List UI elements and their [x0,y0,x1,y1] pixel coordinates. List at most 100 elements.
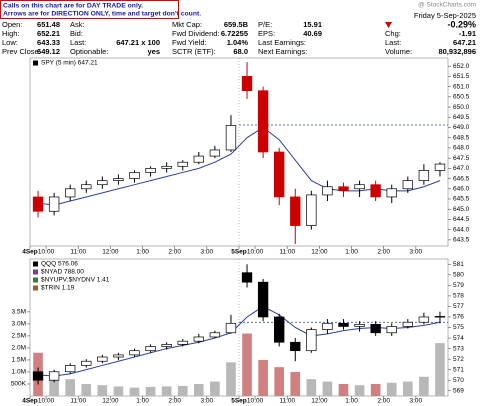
candle-body [274,316,285,343]
volume-bar [338,383,349,396]
legend-swatch [33,261,38,267]
candle-body [177,340,188,345]
candle-body [386,326,397,334]
candle-body [81,184,92,190]
candle-body [81,360,92,366]
x-tick-label: 10:00 [38,249,55,256]
candle-body [32,371,44,381]
x-tick-label: 2:00 [377,398,390,405]
y-tick-label: 645.5 [453,196,470,203]
candle-body [402,180,413,190]
quote-label: Ask: [70,20,85,29]
quote-label: Chg: [385,29,401,38]
candle-body [354,323,365,327]
candle-body [65,188,76,198]
quote-label: P/E: [258,20,272,29]
candle-body [241,272,253,283]
volume-bar [435,343,445,396]
candle-body [177,161,188,167]
y-tick-label: 649.0 [453,124,470,131]
candle-body [193,336,204,342]
x-tick-label: 2:00 [168,249,181,256]
candle-body [386,188,397,198]
y-tick-label: 649.5 [453,114,470,121]
candle-body [97,180,108,186]
legend-label: SPY (5 min) 647.21 [41,60,98,67]
quote-value: 649.12 [37,47,60,56]
y-tick-label: 571 [453,366,464,373]
quote-label: EPS: [258,29,275,38]
volume-bar [370,383,381,396]
quote-value: 659.5B [224,20,249,29]
quote-value: 80,932,896 [438,47,476,56]
volume-bar [81,383,92,396]
candle-body [48,371,60,381]
candle-body [418,170,430,181]
volume-bar [161,386,172,396]
x-tick-label: 12:00 [102,249,119,256]
legend-swatch [33,269,38,275]
candle-body [161,344,172,347]
quote-value: 6.72255 [221,29,248,38]
quote-label: Low: [2,38,18,47]
volume-bar [65,379,76,396]
volume-bar [386,382,397,396]
y-tick-label: 578 [453,293,464,300]
y-tick-label: 575 [453,324,464,331]
candle-body [402,321,413,327]
y-tick-label: 572 [453,356,464,363]
quote-value: -0.29% [447,19,476,29]
candle-body [32,196,44,212]
y-tick-label: 644.0 [453,226,470,233]
quote-value: -1.91 [459,29,476,38]
candle-body [257,281,269,318]
candle-body [257,90,269,153]
x-tick-label: 11:00 [70,398,86,405]
x-tick-label: 5Sep [231,249,247,256]
notice-box [0,0,179,19]
candle-body [225,125,237,151]
candle-body [338,322,349,327]
x-tick-label: 12:00 [311,398,328,405]
quote-value: 40.69 [303,29,322,38]
candle-body [241,76,253,92]
volume-bar [97,385,108,396]
y-tick-label: 580 [453,272,464,279]
volume-tick-label: 1.0M [12,369,26,376]
candle-body [434,163,446,171]
notice-line: Arrows are for DIRECTION ONLY, time and … [3,10,201,17]
y-tick-label: 577 [453,303,464,310]
x-tick-label: 1:00 [136,249,149,256]
quote-label: Volume: [385,47,412,56]
volume-bar [419,376,429,396]
x-tick-label: 12:00 [311,249,328,256]
quote-value: 1.04% [227,38,249,47]
y-tick-label: 581 [453,261,464,268]
plots: 643.5 644.0 644.5 645.0 645.5 646.0 646.5 647.0… [11,57,470,405]
volume-tick-label: 2.5M [12,333,26,340]
y-tick-label: 570 [453,377,464,384]
x-tick-label: 3:00 [201,249,214,256]
volume-tick-label: 3.0M [12,321,26,328]
date: Friday 5-Sep-2025 [414,11,476,20]
x-tick-label: 5Sep [231,398,247,405]
quote-value: 643.33 [37,38,60,47]
legend-label: $TRIN 1.19 [41,285,75,292]
candle-body [97,356,108,362]
quote-value: 651.48 [37,20,60,29]
volume-bar [242,333,252,396]
candle-body [290,196,301,226]
legend-swatch [33,285,38,291]
y-tick-label: 569 [453,387,464,394]
quote-label: Bid: [70,29,83,38]
volume-bar [129,387,140,396]
candle-body [48,196,60,212]
candle-body [65,365,76,373]
volume-bar [177,385,188,396]
x-tick-label: 2:00 [168,398,181,405]
y-tick-label: 647.5 [453,155,470,162]
y-tick-label: 579 [453,282,464,289]
quote-label: Fwd Dividend: [172,29,220,38]
quote-label: Next Earnings: [258,47,307,56]
x-tick-label: 2:00 [377,249,390,256]
